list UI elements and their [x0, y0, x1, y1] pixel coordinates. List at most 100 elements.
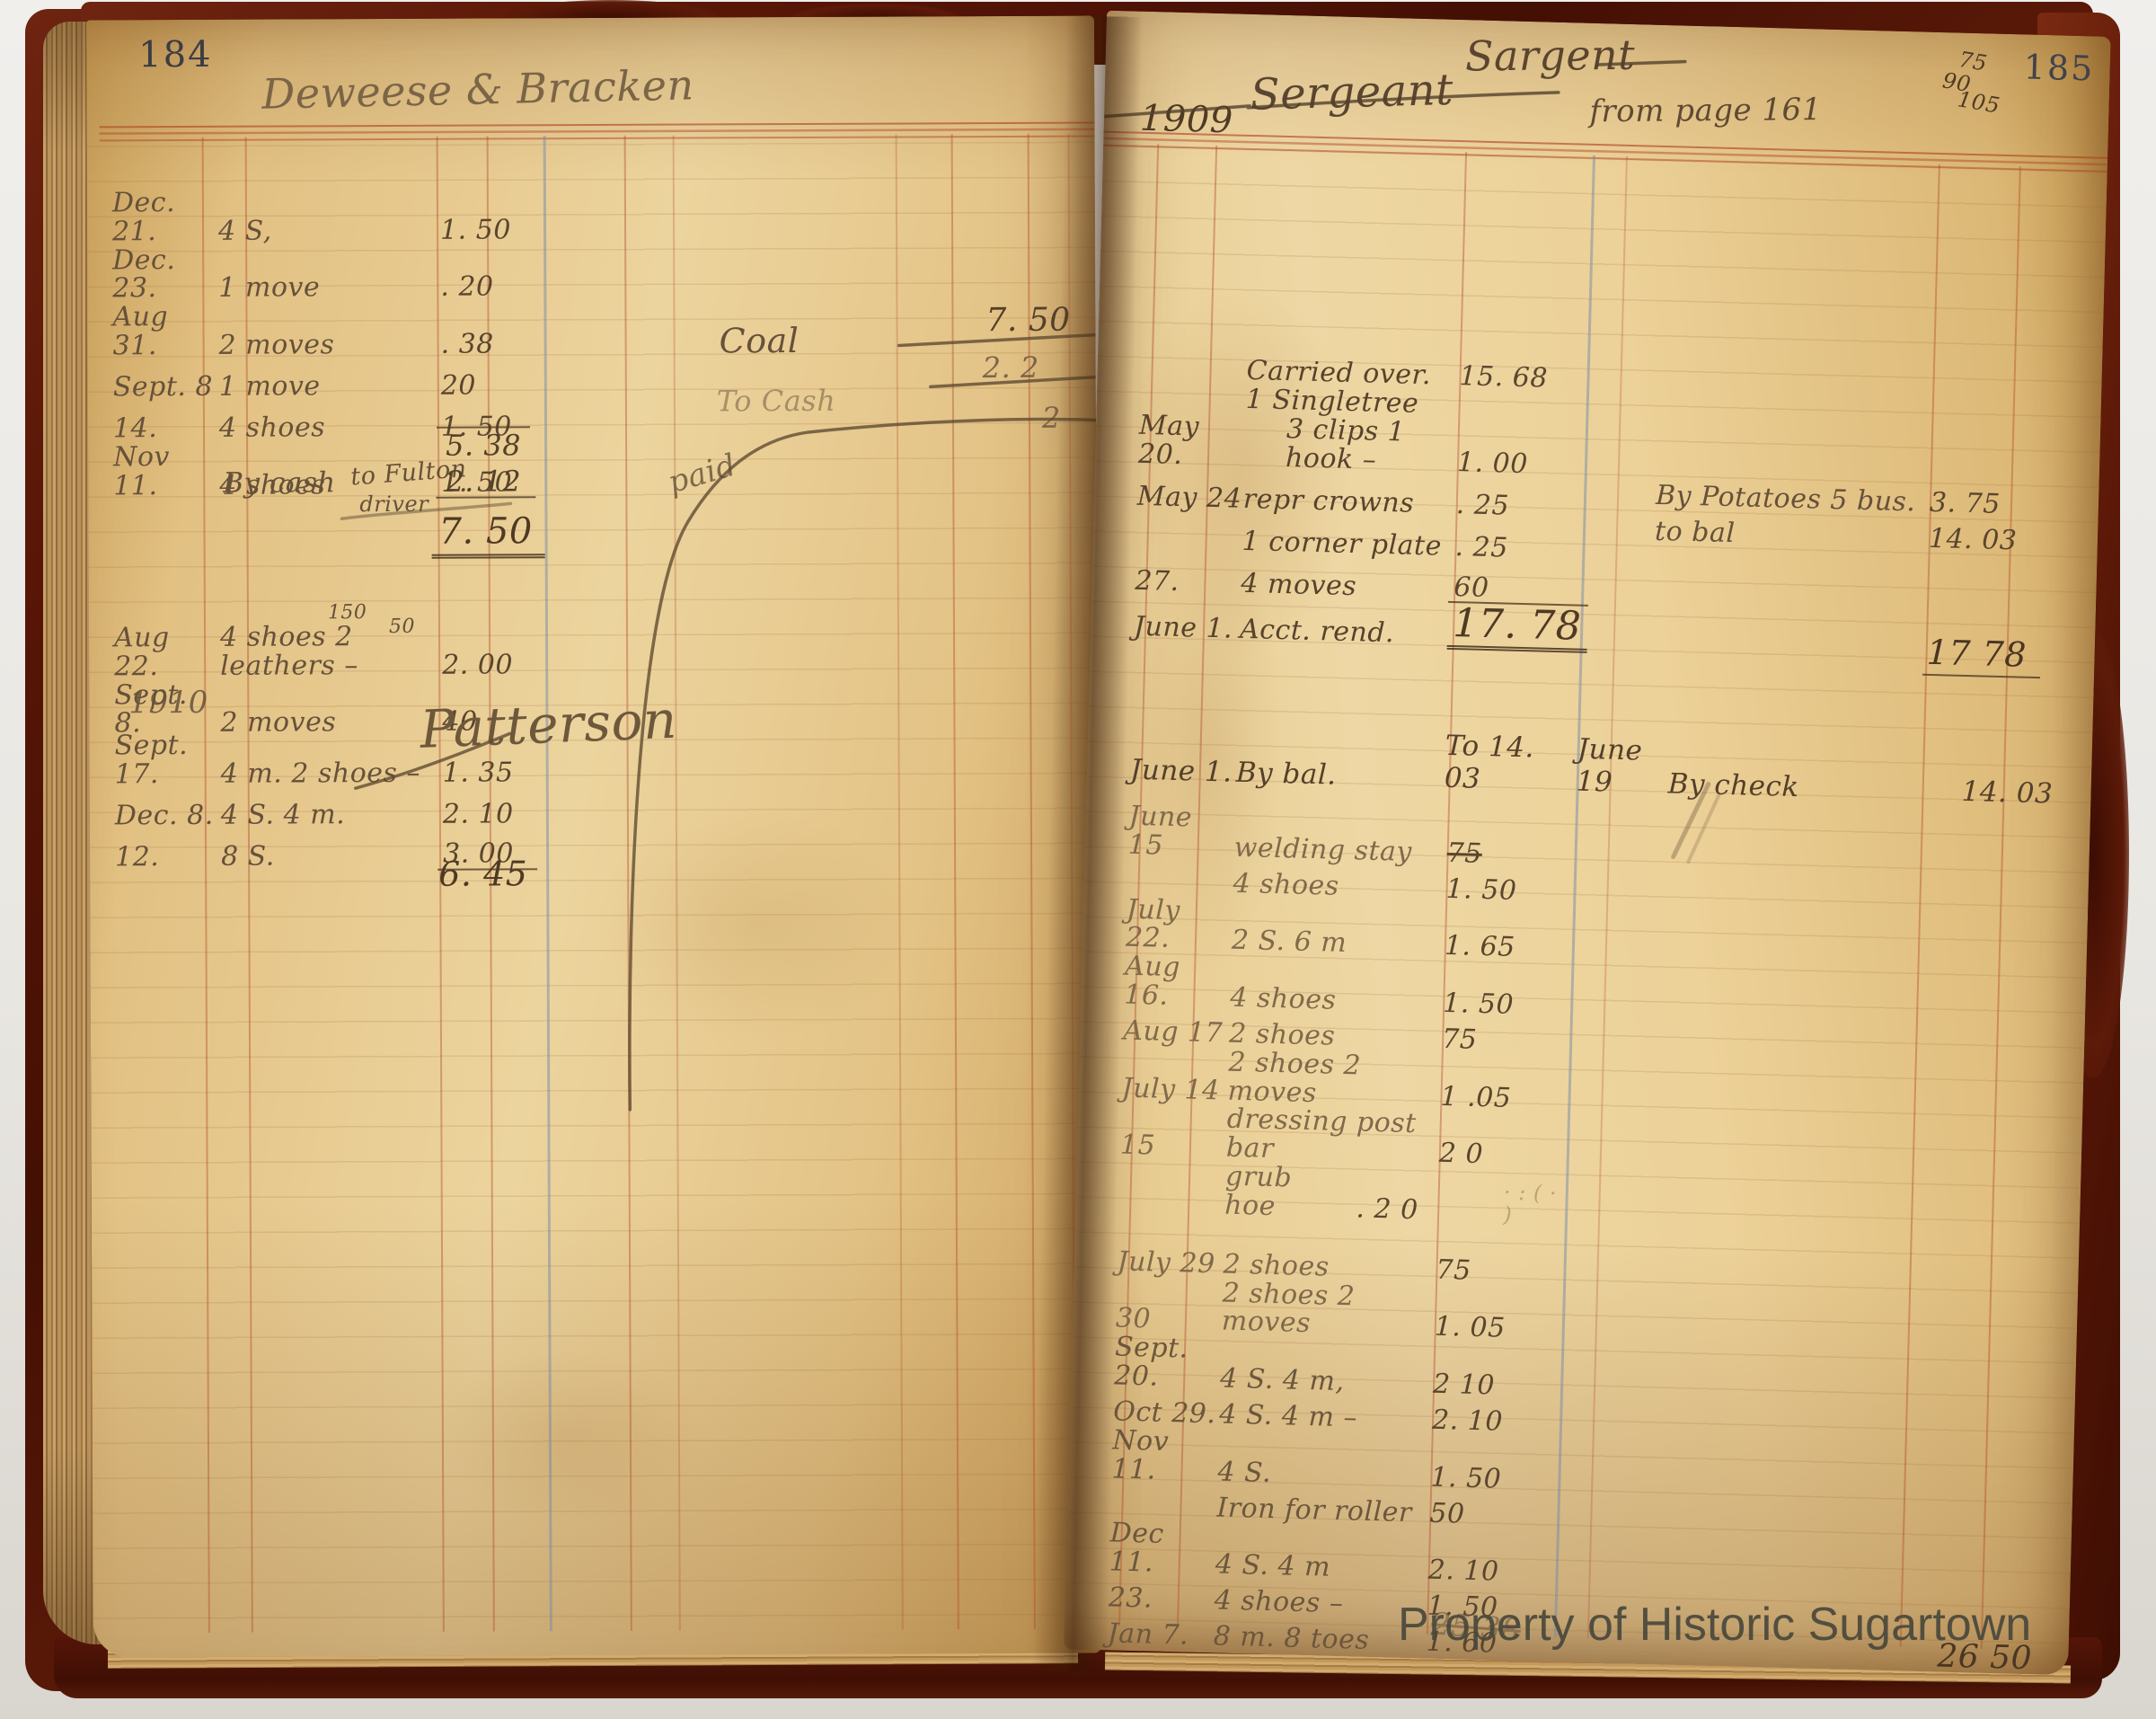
ledger-desc-line: 4 S. 4 m [1215, 1548, 1331, 1583]
column-line [1899, 164, 1940, 1647]
ledger-desc: 4 S. 4 m – [1218, 1398, 1427, 1434]
ledger-desc-line: 4 shoes [1233, 867, 1340, 902]
side-credit-rows: By Potatoes 5 bus. 3. 75 to bal 14. 03 [1655, 474, 2065, 557]
ledger-date: May 20. [1137, 409, 1200, 471]
ledger-desc-line: 4 shoes – [1214, 1584, 1344, 1620]
ledger-row: July 14 2 shoes 2 moves 1 .05 [1121, 1045, 1576, 1114]
ledger-desc: Acct. rend. [1239, 614, 1448, 650]
ledger-desc-line: 8 S. [221, 840, 275, 873]
ledger-date: June 19 [1576, 732, 1643, 799]
ledger-desc-line: 4 S. 4 m. [220, 799, 346, 831]
ledger-desc: 4 S. 4 m [1215, 1548, 1423, 1585]
ledger-date: Dec. 8. [114, 799, 214, 832]
page-stain [592, 807, 917, 1043]
ledger-section-main: June 15 welding stay 75 4 shoes 1. 50 July 22… [1099, 801, 1583, 1676]
coal-note-line: paid [664, 447, 740, 501]
ledger-amount: 2. 00 [442, 649, 514, 681]
ledger-desc: to bal [1655, 516, 1924, 554]
ledger-amount: 1 .05 [1440, 1080, 1512, 1114]
ledger-date: Aug 16. [1123, 950, 1181, 1012]
ledger-desc-line: dressing post bar [1225, 1103, 1418, 1165]
ledger-desc-line: 4 shoes 2 leathers – [219, 621, 358, 682]
ledger-date: Dec 11. [1109, 1517, 1165, 1579]
stray-pencil-marks: · : ( · ) [1502, 1179, 1558, 1228]
ledger-date: July 22. [1125, 893, 1181, 955]
ledger-amount: 50 [1428, 1497, 1466, 1530]
balance-row: June 1. By bal. To 14. 03 June 19 By che… [1129, 722, 2069, 811]
ledger-amount: 1. 50 [1430, 1461, 1502, 1495]
ledger-date: June 1. [1133, 610, 1233, 645]
ledger-desc-line: 2 S. 6 m [1231, 925, 1348, 960]
ledger-amount: 15. 68 [1459, 360, 1549, 394]
ledger-desc: Iron for roller [1216, 1492, 1425, 1528]
ledger-desc-line: 4 shoes [1229, 981, 1337, 1016]
ledger-desc-line: 8 m. 8 toes [1213, 1620, 1370, 1657]
header-rule [1103, 130, 2108, 173]
ledger-desc: 4 shoes [1229, 981, 1438, 1018]
ledger-section-patterson: Sept. 17. 4 m. 2 shoes –1. 35 Dec. 8. 4 S. … [114, 729, 538, 873]
ledger-date [1118, 1217, 1224, 1219]
ledger-row: May 20. 1 Singletree 3 clips 1 hook –1. 00 [1138, 383, 1594, 481]
ledger-date: Sept. 20. [1113, 1331, 1189, 1393]
ledger-date: 27. [1135, 564, 1180, 598]
ledger-desc: repr crowns [1242, 483, 1451, 519]
ledger-amount: To 14. 03 [1444, 729, 1535, 795]
ledger-desc: 4 shoes 2 leathers – [219, 621, 437, 682]
ledger-amount: 1. 05 [1434, 1311, 1507, 1345]
ledger-amount: 2. 10 [442, 798, 514, 830]
ledger-desc: By check [1667, 767, 1800, 804]
title-page-ref: from page 161 [1589, 92, 1823, 130]
coal-note: Coal To Cash paid 7. 50 2. 2 2 [86, 16, 1097, 560]
ledger-total: 6. 45 [438, 854, 528, 894]
left-page: 184 Deweese & Bracken Dec. 21. 4 S, 1. 50 D… [86, 15, 1101, 1658]
ledger-date: Aug 17 [1122, 1015, 1224, 1050]
ledger-amount: 2. 10 [1431, 1404, 1504, 1438]
ledger-desc: 1 corner plate [1241, 525, 1450, 562]
ledger-date: 15 [1119, 1129, 1156, 1162]
side-credit-block: By Potatoes 5 bus. 3. 75 to bal 14. 03 17 7… [1655, 474, 2065, 679]
column-line [1980, 166, 2021, 1649]
ledger-date: June 1. [1129, 753, 1233, 789]
coal-note-amount: 2 [1041, 400, 1061, 435]
ledger-amount: . 25 [1455, 488, 1510, 522]
ledger-desc-line: 4 m. 2 shoes – [220, 757, 420, 790]
ledger-amount: 2. 10 [1427, 1554, 1500, 1588]
ledger-section-top: Carried over. 15. 68 May 20. 1 Singletree 3 … [1134, 341, 1595, 653]
ledger-desc-line: 4 moves [1240, 567, 1357, 602]
ledger-row: Aug 22. 4 shoes 2 leathers – 2. 00 [114, 621, 536, 682]
ledger-desc-line: Acct. rend. [1239, 614, 1395, 650]
ledger-desc-line: Iron for roller [1216, 1492, 1413, 1528]
ledger-amount: 14. 03 [1961, 775, 2054, 811]
ledger-row: June 1. Acct. rend. 17. 78 [1134, 595, 1588, 653]
ledger-desc-line: 2 shoes 2 moves [1227, 1046, 1362, 1109]
coal-note-line: To Cash [716, 383, 836, 419]
ledger-date: July 29 [1117, 1245, 1216, 1280]
ledger-desc: welding stay [1233, 832, 1442, 868]
ledger-desc: 8 m. 8 toes [1213, 1620, 1421, 1657]
ledger-desc: 4 S. 4 m. [220, 799, 437, 831]
ledger-amount: 2 10 [1432, 1368, 1496, 1402]
ledger-amount: 14. 03 [1928, 523, 2018, 557]
ledger-desc: By bal. [1235, 756, 1338, 792]
ledger-desc: 4 S. [1217, 1456, 1426, 1492]
ledger-desc-line: 3 clips 1 hook – [1285, 412, 1406, 476]
ledger-date: Jan 7. [1107, 1617, 1189, 1652]
ledger-date: July 14 [1121, 1072, 1221, 1106]
ledger-amount: 1. 50 [1445, 873, 1517, 907]
ledger-desc-line: 4 S. 4 m – [1218, 1398, 1358, 1434]
ledger-date: Sept. 17. [114, 729, 189, 791]
coal-note-amount: 7. 50 [985, 301, 1071, 340]
ledger-desc: 4 shoes [1233, 867, 1441, 903]
ledger-desc: 2 shoes 2 moves [1227, 1046, 1436, 1111]
ledger-amount: 75 [1441, 1023, 1478, 1056]
ledger-amount: 2 0 [1438, 1137, 1484, 1171]
ledger-desc: 4 S. 4 m, [1220, 1362, 1428, 1398]
year-label: 1909 [1139, 97, 1234, 142]
ledger-amount: . 25 [1454, 530, 1509, 564]
ledger-desc: grub hoe [1224, 1161, 1352, 1223]
ledger-desc-line: repr crowns [1242, 483, 1415, 519]
ledger-desc: 4 m. 2 shoes – [220, 757, 437, 790]
ledger-row: Dec. 8. 4 S. 4 m. 2. 10 [114, 787, 537, 832]
ledger-desc: dressing post bar [1225, 1103, 1436, 1168]
ledger-amount: 75 [1436, 1254, 1472, 1287]
